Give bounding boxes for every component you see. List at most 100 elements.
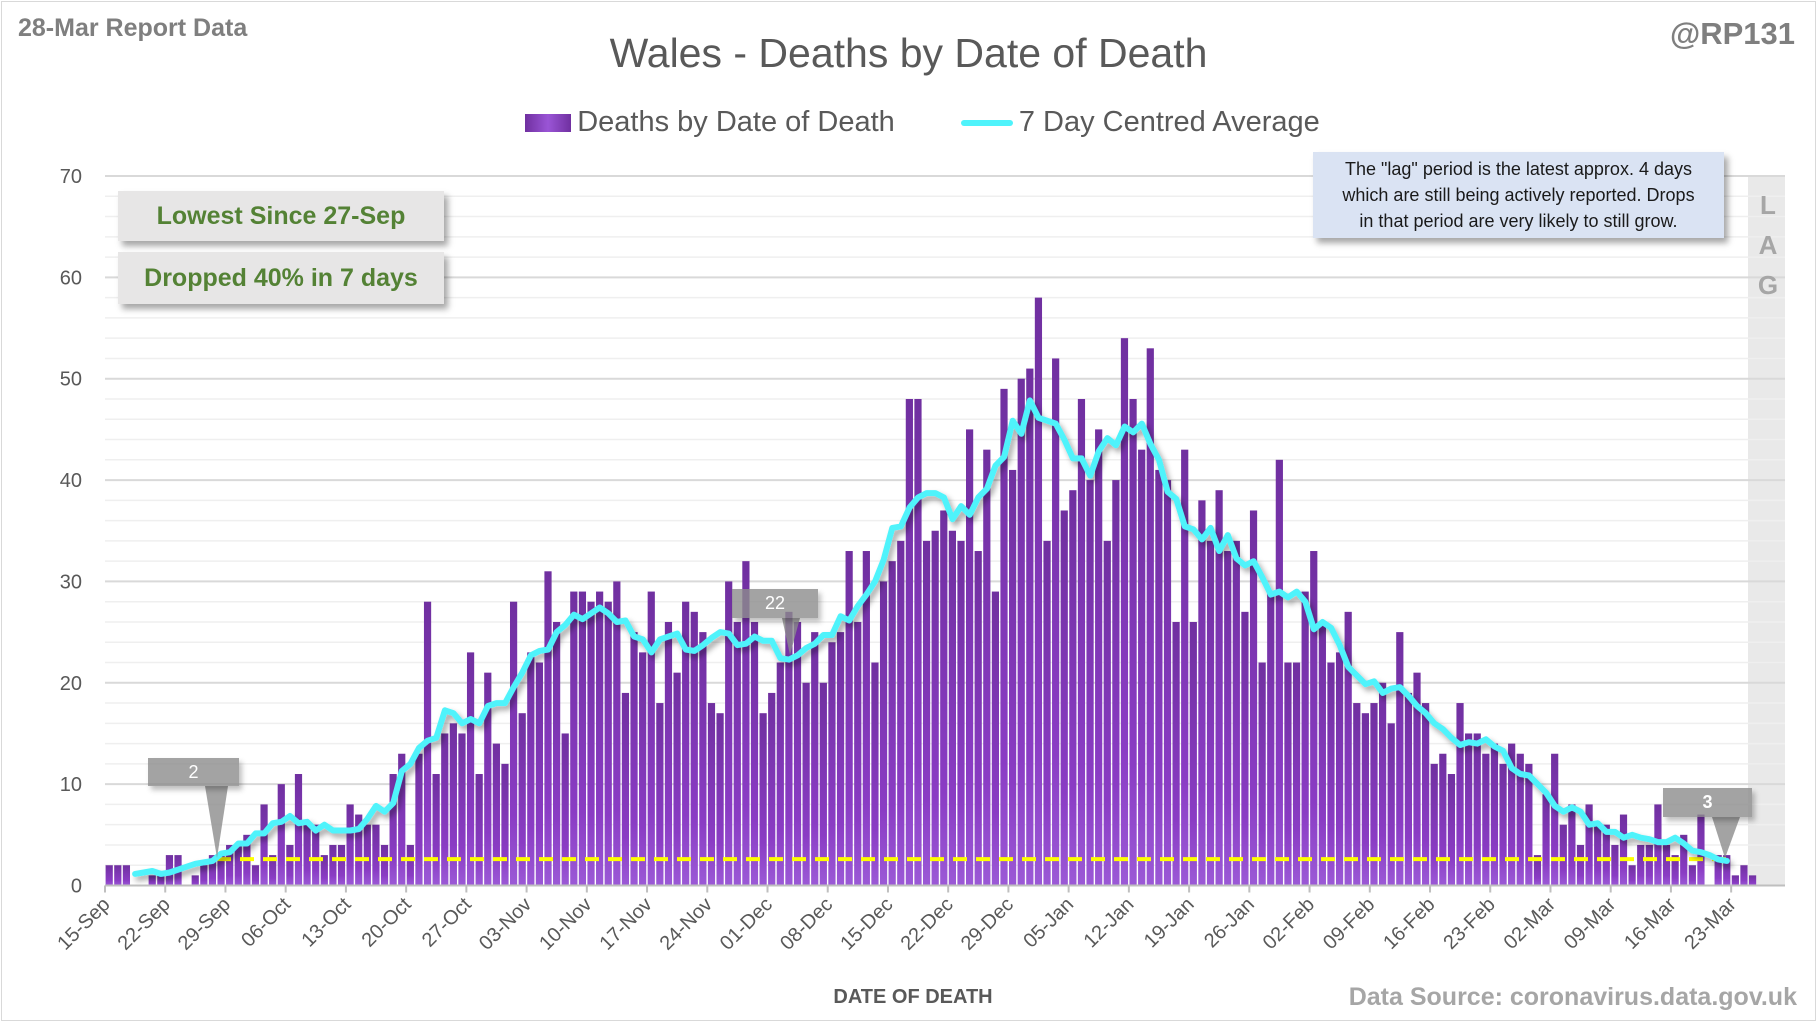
bar [630, 632, 638, 886]
bar [1318, 621, 1326, 886]
bar [475, 774, 483, 886]
bar [157, 875, 165, 886]
bar [337, 844, 346, 886]
bar [1748, 875, 1757, 886]
x-tick-label: 05-Jan [1019, 893, 1078, 952]
bar [1499, 763, 1507, 886]
bar [656, 703, 664, 886]
x-tick-label: 16-Mar [1620, 893, 1681, 954]
lowest-since-note: Lowest Since 27-Sep [118, 191, 444, 241]
x-tick-label: 29-Dec [957, 893, 1018, 954]
y-tick-label: 40 [60, 470, 82, 492]
bar [879, 581, 888, 886]
bar [1619, 814, 1628, 886]
bar [518, 713, 526, 886]
bar [1516, 753, 1524, 886]
bar [1310, 551, 1318, 886]
bar [1465, 733, 1473, 886]
bar [768, 692, 776, 886]
bar [1731, 875, 1739, 886]
bar [372, 824, 380, 886]
lag-letter: L [1760, 190, 1776, 220]
bar [1585, 804, 1593, 886]
bar [122, 865, 131, 886]
bar [1043, 540, 1051, 886]
bar [1740, 865, 1748, 886]
bar [785, 611, 793, 886]
average-line [132, 397, 1730, 877]
bar [922, 540, 931, 886]
bar [828, 642, 836, 886]
bar [1439, 753, 1447, 886]
bar [1215, 490, 1223, 886]
bar [269, 855, 277, 886]
bar [1249, 510, 1258, 886]
x-tick-label: 13-Oct [297, 893, 355, 951]
x-tick-label: 29-Sep [174, 893, 235, 954]
y-axis-ticks: 0 10 20 30 40 50 60 70 [60, 166, 82, 898]
bar [690, 611, 698, 886]
x-tick-label: 27-Oct [418, 893, 476, 951]
bar [1103, 540, 1111, 886]
lag-note-line: which are still being actively reported.… [1342, 185, 1695, 205]
lag-letter: G [1757, 270, 1779, 300]
callout-pointer [782, 618, 800, 655]
bar [802, 682, 810, 886]
bar [441, 733, 449, 886]
bar [1232, 540, 1240, 886]
bar [1714, 855, 1722, 886]
x-tick-label: 12-Jan [1080, 893, 1139, 952]
bar [535, 662, 544, 886]
bar [1095, 429, 1103, 886]
bar [1430, 763, 1438, 886]
x-tick-label: 15-Sep [53, 893, 114, 954]
bar [415, 753, 423, 886]
y-tick-label: 60 [60, 267, 82, 289]
bar [793, 621, 802, 886]
bar [1138, 449, 1146, 886]
legend-bar-swatch [525, 113, 572, 132]
y-tick-label: 30 [60, 571, 82, 593]
bar [811, 632, 819, 886]
dropped-note: Dropped 40% in 7 days [118, 252, 444, 304]
bar [1189, 621, 1197, 886]
bar [1120, 338, 1129, 886]
bar [509, 601, 518, 886]
x-tick-label: 15-Dec [836, 893, 897, 954]
bar [1422, 703, 1430, 886]
bar [1275, 459, 1283, 886]
legend-line-swatch [960, 119, 1013, 126]
bar [587, 601, 595, 886]
x-tick-label: 10-Nov [535, 893, 596, 954]
bar [1637, 844, 1645, 886]
bar [1473, 733, 1481, 886]
bar [1525, 763, 1533, 886]
bar [707, 703, 716, 886]
bar [639, 652, 647, 886]
x-tick-label: 03-Nov [475, 893, 536, 954]
bar [750, 621, 759, 886]
x-tick-label: 23-Mar [1680, 893, 1741, 954]
x-tick-label: 20-Oct [358, 893, 416, 951]
bar [432, 774, 440, 886]
bar [1404, 692, 1413, 886]
bar [991, 591, 1000, 886]
x-tick-label: 22-Sep [114, 893, 175, 954]
bar [1086, 480, 1094, 886]
bar [1267, 591, 1275, 886]
bar [621, 692, 630, 886]
bar [1370, 703, 1378, 886]
x-tick-label: 22-Dec [897, 893, 958, 954]
bar [1361, 713, 1369, 886]
x-tick-label: 17-Nov [595, 893, 656, 954]
legend: Deaths by Date of Death 7 Day Centred Av… [0, 106, 1817, 139]
bar [1387, 723, 1395, 886]
bar [1335, 652, 1344, 886]
bar [114, 865, 122, 886]
bar [966, 429, 974, 886]
bar [776, 662, 784, 886]
y-tick-label: 10 [60, 774, 82, 796]
x-tick-label: 02-Feb [1259, 893, 1319, 953]
bar [1284, 662, 1292, 886]
